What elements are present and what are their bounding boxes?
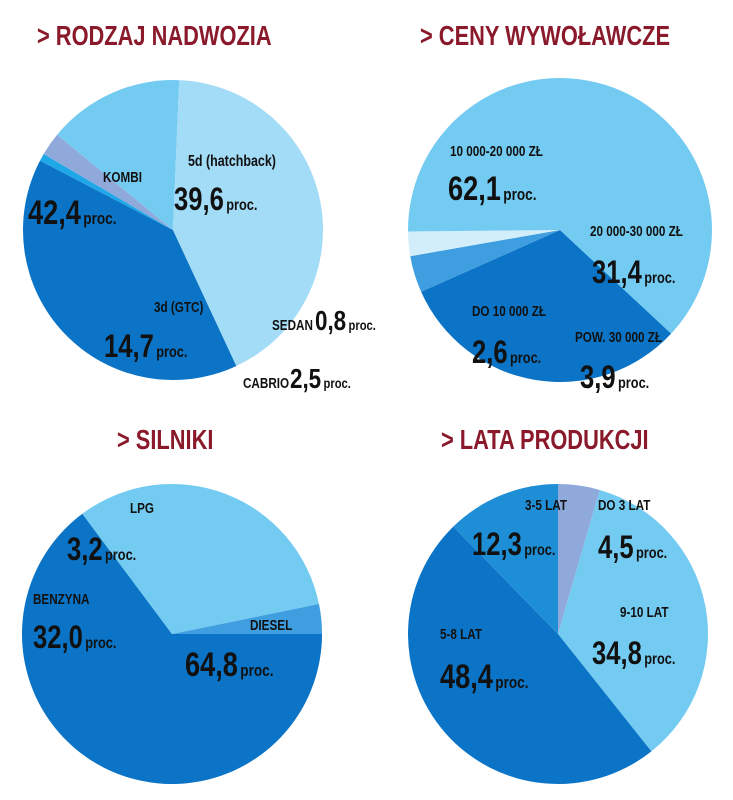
pie-chart-rodzaj-nadwozia: > RODZAJ NADWOZIA 5d (hatchback) 39,6 proc.… — [22, 20, 376, 395]
chart-title: > CENY WYWOŁAWCZE — [420, 20, 670, 51]
slice-value-10-000-20-000-z: 62,1 proc. — [448, 169, 537, 208]
slice-name-kombi: KOMBI — [103, 169, 142, 186]
pie-slice-cabrio — [43, 134, 174, 230]
slice-value-do-10-000-z: 2,6 proc. — [472, 335, 541, 370]
pie-slice-sedan — [40, 154, 173, 230]
pie-slice-3-5-lat — [453, 484, 558, 634]
slice-value-5d-hatchback: 39,6 proc. — [174, 182, 257, 217]
slice-value-sedan: 0,8 proc. — [315, 306, 376, 337]
slice-name-do-10-000-z: DO 10 000 ZŁ — [472, 303, 546, 320]
slice-name-5d-hatchback: 5d (hatchback) — [188, 153, 276, 171]
pie-slice-diesel — [22, 513, 323, 784]
slice-name-3-5-lat: 3-5 LAT — [525, 497, 568, 514]
slice-value-3d-gtc: 14,7 proc. — [104, 329, 187, 364]
slice-name-20-000-30-000-z: 20 000-30 000 ZŁ — [590, 223, 683, 240]
slice-name-sedan: SEDAN — [272, 317, 313, 334]
slice-value-do-3-lat: 4,5 proc. — [598, 530, 667, 565]
pie-chart-lata-produkcji: > LATA PRODUKCJI DO 3 LAT 4,5 proc. 9-10 LAT… — [408, 424, 708, 784]
slice-name-cabrio: CABRIO — [243, 375, 289, 392]
slice-value-9-10-lat: 34,8 proc. — [592, 636, 675, 671]
slice-value-pow-30-000-z: 3,9 proc. — [580, 360, 649, 395]
slice-value-kombi: 42,4 proc. — [28, 193, 117, 232]
slice-name-do-3-lat: DO 3 LAT — [598, 497, 651, 514]
pie-slice-do-10-000-z — [408, 230, 560, 257]
slice-name-diesel: DIESEL — [250, 617, 292, 634]
slice-name-10-000-20-000-z: 10 000-20 000 ZŁ — [450, 143, 543, 160]
slice-name-pow-30-000-z: POW. 30 000 ZŁ — [575, 329, 662, 346]
pie-slice-5-8-lat — [408, 526, 652, 784]
pie-slice-do-3-lat — [558, 484, 600, 634]
chart-title: > SILNIKI — [117, 424, 213, 455]
pie-chart-silniki: > SILNIKI DIESEL 64,8 proc. BENZYNA 32,0 proc.… — [22, 424, 323, 784]
slice-value-3-5-lat: 12,3 proc. — [472, 527, 555, 562]
pie-slice-5d-hatchback — [22, 160, 237, 381]
chart-title: > RODZAJ NADWOZIA — [37, 20, 272, 51]
slice-value-lpg: 3,2 proc. — [67, 532, 136, 567]
pie-slice-benzyna — [82, 483, 319, 634]
slice-name-lpg: LPG — [130, 500, 154, 517]
slice-value-cabrio: 2,5 proc. — [290, 364, 351, 395]
pie-slice-20-000-30-000-z — [421, 230, 672, 383]
pie-slice-10-000-20-000-z — [408, 77, 713, 334]
chart-title: > LATA PRODUKCJI — [441, 424, 649, 455]
pie-slice-9-10-lat — [558, 489, 708, 752]
pie-slice-lpg — [172, 604, 322, 634]
slice-value-5-8-lat: 48,4 proc. — [440, 657, 529, 696]
slice-name-9-10-lat: 9-10 LAT — [620, 604, 669, 621]
pie-slice-pow-30-000-z — [410, 230, 560, 292]
pie-slice-kombi — [173, 80, 323, 366]
pie-chart-ceny-wywo-awcze: > CENY WYWOŁAWCZE 20 000-30 000 ZŁ 31,4 pro… — [408, 20, 713, 396]
slice-value-benzyna: 32,0 proc. — [33, 620, 116, 655]
slice-value-20-000-30-000-z: 31,4 proc. — [592, 255, 675, 290]
slice-name-3d-gtc: 3d (GTC) — [154, 299, 203, 316]
slice-value-diesel: 64,8 proc. — [185, 645, 274, 684]
pie-slice-3d-gtc — [57, 80, 180, 230]
slice-name-benzyna: BENZYNA — [33, 591, 90, 608]
slice-name-5-8-lat: 5-8 LAT — [440, 626, 483, 643]
